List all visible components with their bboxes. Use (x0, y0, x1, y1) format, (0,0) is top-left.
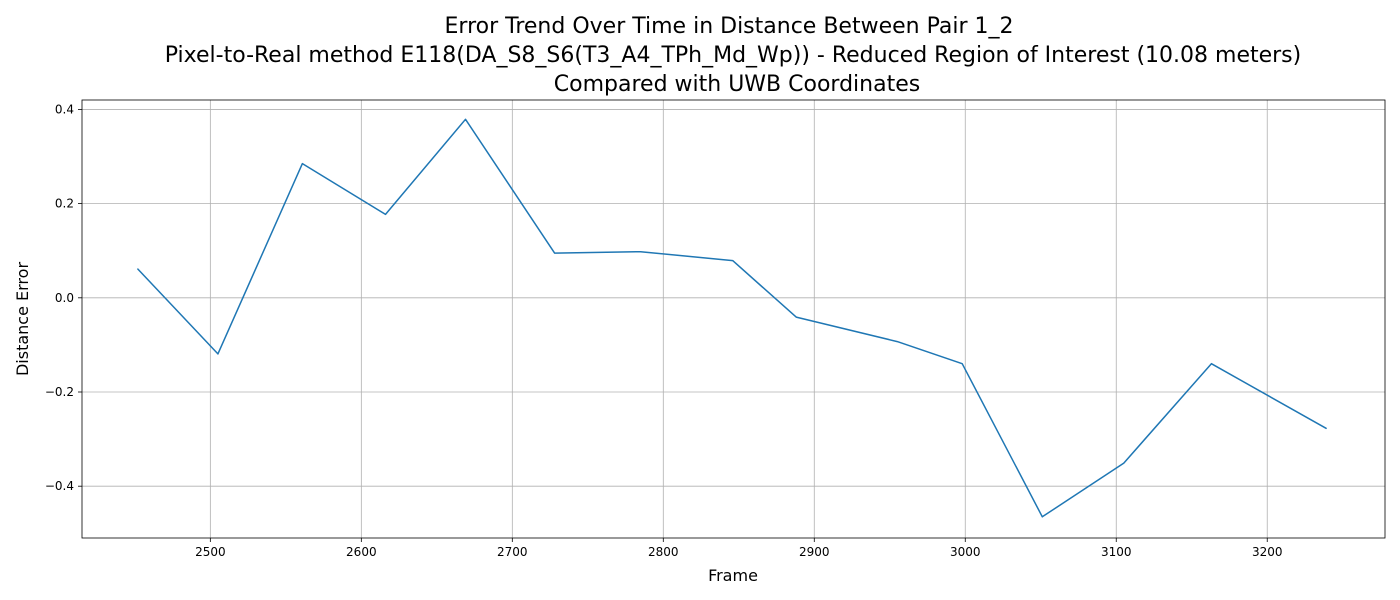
x-tick-label: 2800 (648, 545, 679, 559)
x-tick-label: 2700 (497, 545, 528, 559)
x-tick-label: 2500 (195, 545, 226, 559)
y-tick-label: −0.2 (45, 385, 74, 399)
x-tick-label: 2900 (799, 545, 830, 559)
y-tick-label: −0.4 (45, 479, 74, 493)
series-line (137, 118, 1327, 518)
y-tick-label: 0.0 (55, 291, 74, 305)
y-axis-label: Distance Error (13, 262, 32, 376)
y-axis: −0.4 −0.2 0.0 0.2 0.4 (45, 102, 82, 493)
grid (82, 100, 1385, 538)
title-line-3: Compared with UWB Coordinates (554, 72, 920, 97)
plot-area-frame (81, 99, 1386, 539)
y-tick-label: 0.2 (55, 197, 74, 211)
y-tick-label: 0.4 (55, 102, 74, 116)
chart-title: Error Trend Over Time in Distance Betwee… (165, 14, 1301, 97)
x-tick-label: 2600 (346, 545, 377, 559)
x-axis: 2500 2600 2700 2800 2900 3000 3100 3200 (195, 538, 1283, 559)
x-axis-label: Frame (708, 566, 758, 585)
title-line-2: Pixel-to-Real method E118(DA_S8_S6(T3_A4… (165, 43, 1301, 68)
x-tick-label: 3200 (1252, 545, 1283, 559)
title-line-1: Error Trend Over Time in Distance Betwee… (445, 14, 1014, 39)
plot-series (137, 118, 1327, 518)
x-tick-label: 3100 (1101, 545, 1132, 559)
x-tick-label: 3000 (950, 545, 981, 559)
